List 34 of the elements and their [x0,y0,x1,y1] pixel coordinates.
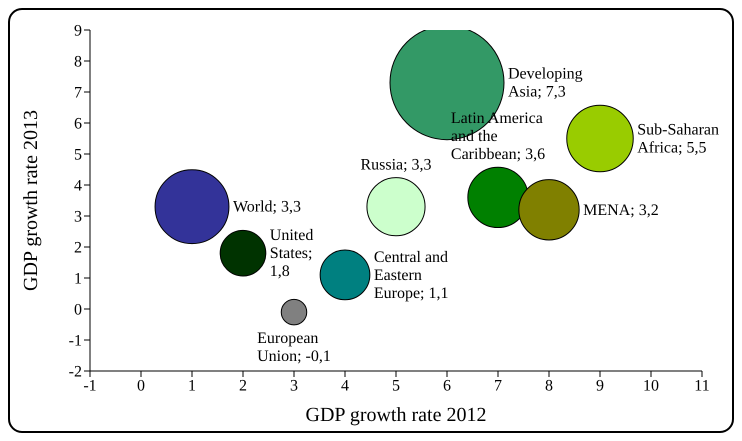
y-tick-label: -2 [68,364,82,381]
y-tick-label: 8 [74,54,82,71]
x-tick-label: 1 [188,377,196,394]
data-label: Russia; 3,3 [360,156,432,174]
x-tick-label: 11 [694,377,710,394]
data-label: World; 3,3 [232,198,301,216]
x-tick-label: 9 [596,377,604,394]
y-tick-label: 3 [74,208,82,226]
data-label: United States; 1,8 [270,227,314,280]
x-tick-label: 0 [137,377,145,394]
y-tick-label: 9 [74,22,82,40]
data-label: Sub-Saharan Africa; 5,5 [637,122,719,156]
x-tick-label: 6 [443,377,451,394]
y-axis-title: GDP growth rate 2013 [20,110,42,291]
x-tick-label: 4 [341,377,349,394]
x-axis-title: GDP growth rate 2012 [306,404,486,426]
x-tick-label: 8 [545,377,553,394]
x-tick-label: 2 [239,377,247,394]
data-label: Developing Asia; 7,3 [508,66,583,101]
x-tick-label: 10 [643,377,659,394]
y-tick-label: 4 [74,178,82,195]
y-tick-label: 0 [74,302,82,319]
y-tick-label: -1 [68,332,82,350]
x-tick-label: 3 [290,377,298,394]
data-label: European Union; -0,1 [257,330,331,365]
x-tick-label: 5 [392,377,400,394]
y-tick-label: 6 [74,116,82,133]
y-tick-label: 5 [74,146,82,164]
y-tick-label: 2 [74,240,82,257]
data-label: MENA; 3,2 [583,202,659,219]
data-label: Central and Eastern Europe; 1,1 [374,248,448,302]
y-tick-label: 1 [74,270,82,288]
y-tick-label: 7 [74,84,82,102]
x-tick-label: 7 [494,377,502,394]
